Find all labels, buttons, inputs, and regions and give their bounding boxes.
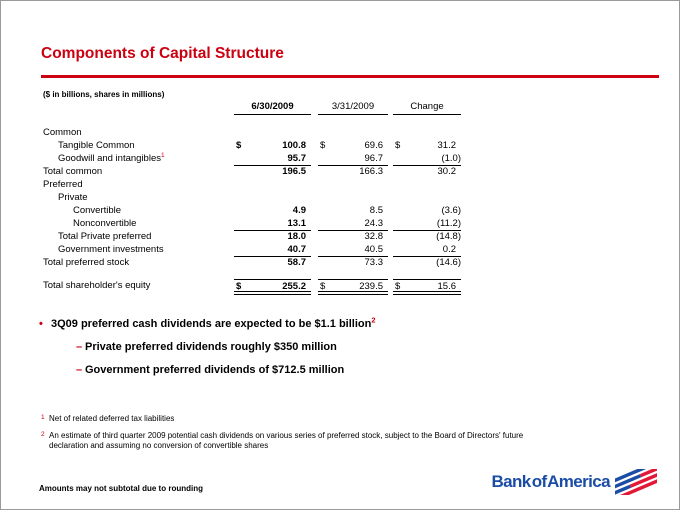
- bullet-list: • 3Q09 preferred cash dividends are expe…: [39, 315, 376, 376]
- footnote-text: An estimate of third quarter 2009 potent…: [49, 430, 524, 451]
- dash-icon: –: [76, 341, 83, 353]
- table-row-common: Common: [43, 127, 461, 140]
- table-row-total-private-preferred: Total Private preferred 18.0 32.8 (14.8): [43, 231, 461, 244]
- bullet-text: 3Q09 preferred cash dividends are expect…: [51, 315, 376, 330]
- row-label: Convertible: [73, 205, 122, 216]
- row-label: Tangible Common: [58, 140, 135, 151]
- bullet-text: Government preferred dividends of $712.5…: [85, 364, 345, 376]
- footnotes: 1 Net of related deferred tax liabilitie…: [41, 414, 551, 458]
- table-row-convertible: Convertible 4.9 8.5 (3.6): [43, 205, 461, 218]
- table-header-row: 6/30/2009 3/31/2009 Change: [43, 101, 461, 115]
- row-label: Nonconvertible: [73, 218, 137, 229]
- footnote-ref: 2: [371, 315, 376, 325]
- table-row-goodwill-intangibles: Goodwill and intangibles1 95.7 96.7 (1.0…: [43, 151, 461, 166]
- dollar-sign: $: [236, 281, 242, 292]
- table-row-private: Private: [43, 192, 461, 205]
- bullet-item-main: • 3Q09 preferred cash dividends are expe…: [39, 315, 376, 330]
- row-label: Total Private preferred: [58, 231, 152, 242]
- title-rule: [41, 75, 659, 78]
- row-label: Total shareholder's equity: [43, 280, 151, 291]
- table-row-nonconvertible: Nonconvertible 13.1 24.3 (11.2): [43, 218, 461, 231]
- units-note: ($ in billions, shares in millions): [43, 90, 165, 99]
- table-row-government-investments: Government investments 40.7 40.5 0.2: [43, 244, 461, 257]
- footnote-2: 2 An estimate of third quarter 2009 pote…: [41, 431, 551, 452]
- page-title: Components of Capital Structure: [41, 45, 284, 62]
- row-label: Total common: [43, 166, 103, 177]
- bank-of-america-logo: Bank of America: [491, 469, 657, 495]
- row-label: Total preferred stock: [43, 257, 130, 268]
- table-row-total-shareholders-equity: Total shareholder's equity $255.2 $239.5…: [43, 279, 461, 295]
- dollar-sign: $: [395, 140, 401, 151]
- row-label: Goodwill and intangibles1: [58, 151, 165, 164]
- dollar-sign: $: [236, 140, 242, 151]
- footnote-ref: 1: [160, 151, 165, 159]
- bullet-item-sub: – Private preferred dividends roughly $3…: [76, 341, 376, 353]
- row-label: Private: [58, 192, 88, 203]
- row-label: Common: [43, 127, 82, 138]
- capital-structure-table: 6/30/2009 3/31/2009 Change Common Tangib…: [43, 101, 461, 295]
- dash-icon: –: [76, 364, 83, 376]
- column-header-change: Change: [393, 101, 461, 115]
- logo-wordmark: Bank of America: [491, 472, 610, 491]
- row-label: Preferred: [43, 179, 83, 190]
- table-row-tangible-common: Tangible Common $100.8 $69.6 $31.2: [43, 140, 461, 153]
- dollar-sign: $: [320, 281, 326, 292]
- footnote-number: 1: [41, 414, 45, 421]
- bullet-item-sub: – Government preferred dividends of $712…: [76, 364, 376, 376]
- column-header-3-31-2009: 3/31/2009: [318, 101, 388, 115]
- rounding-disclaimer: Amounts may not subtotal due to rounding: [39, 484, 203, 493]
- bullet-icon: •: [39, 318, 43, 330]
- dollar-sign: $: [395, 281, 401, 292]
- footnote-1: 1 Net of related deferred tax liabilitie…: [41, 414, 551, 425]
- bofa-flag-icon: [615, 469, 657, 495]
- table-row-total-preferred-stock: Total preferred stock 58.7 73.3 (14.6): [43, 257, 461, 268]
- row-label: Government investments: [58, 244, 164, 255]
- bullet-text: Private preferred dividends roughly $350…: [85, 341, 337, 353]
- dollar-sign: $: [320, 140, 326, 151]
- column-header-6-30-2009: 6/30/2009: [234, 101, 311, 115]
- table-row-total-common: Total common 196.5 166.3 30.2: [43, 166, 456, 177]
- footnote-text: Net of related deferred tax liabilities: [49, 414, 175, 423]
- footnote-number: 2: [41, 430, 45, 438]
- table-row-preferred: Preferred: [43, 179, 461, 192]
